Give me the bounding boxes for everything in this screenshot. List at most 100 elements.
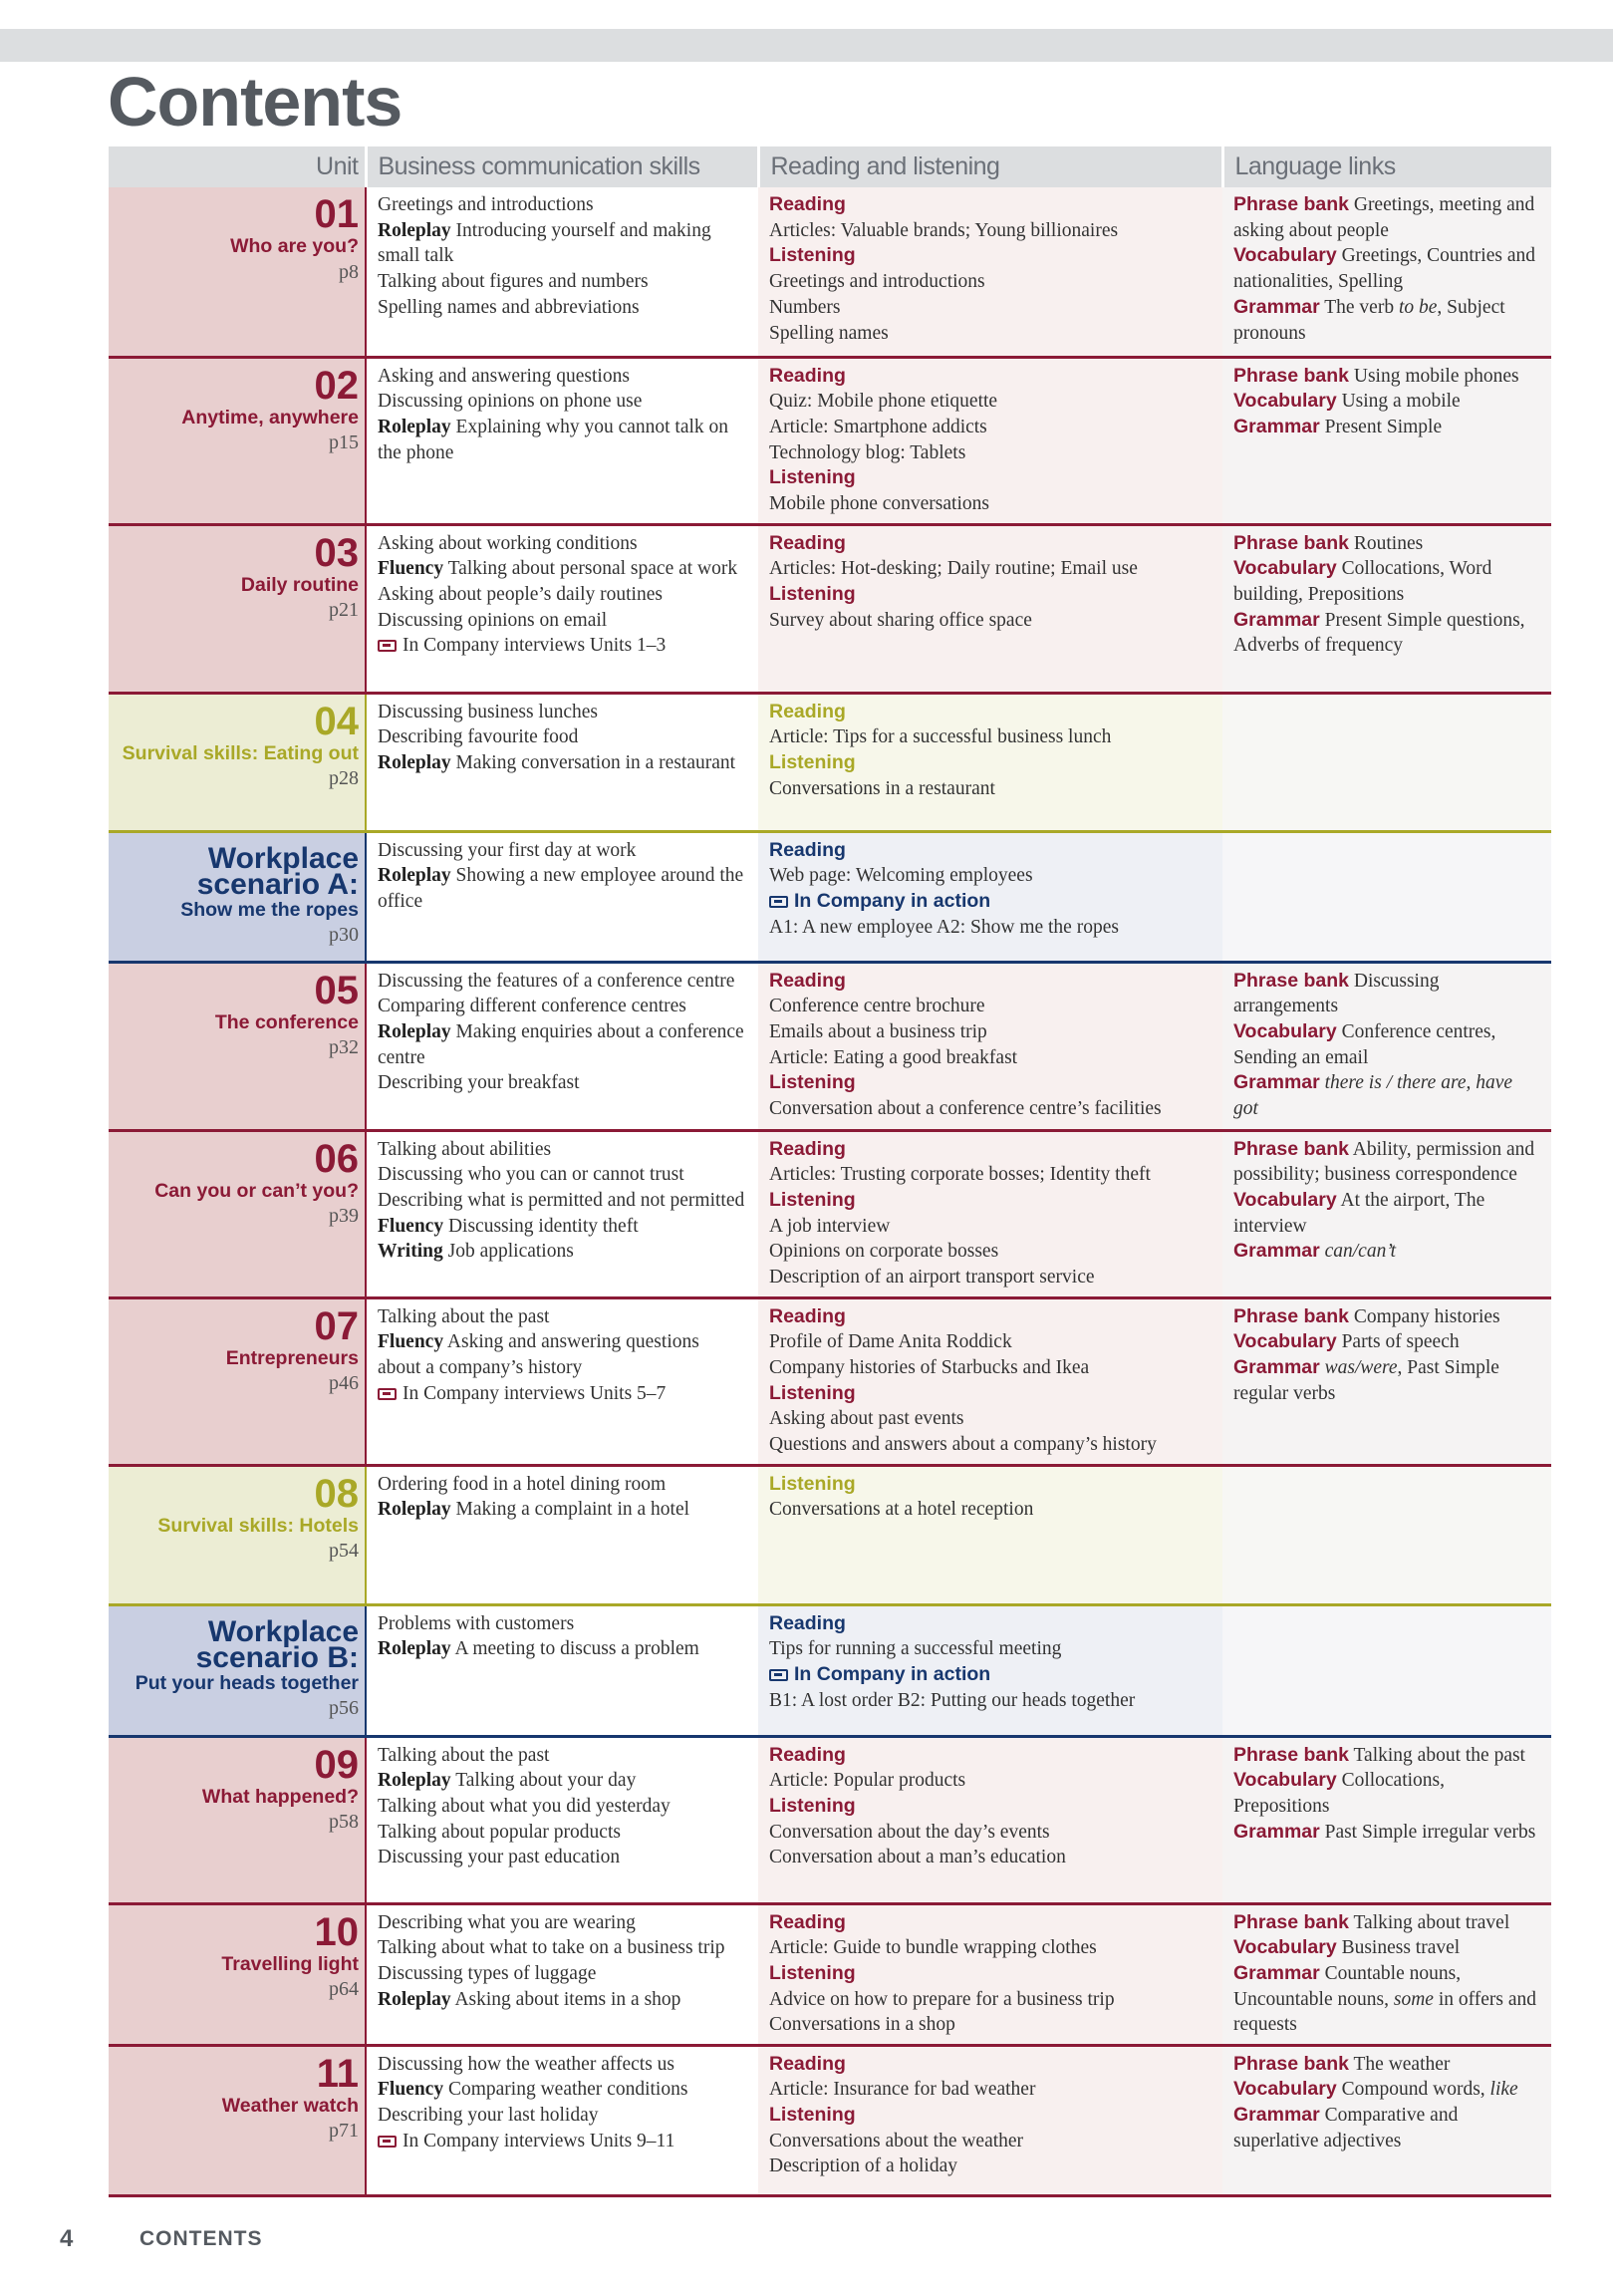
reading-item: Description of an airport transport serv… xyxy=(769,1265,1211,1291)
section-label: Vocabulary xyxy=(1233,1019,1337,1042)
language-cell: Phrase bank Talking about the past Vocabu… xyxy=(1222,1736,1551,1903)
section-label: Listening xyxy=(769,1472,856,1495)
reading-item: Profile of Dame Anita Roddick xyxy=(769,1329,1211,1355)
reading-item: Listening xyxy=(769,1472,1211,1498)
unit-page: p8 xyxy=(339,260,359,283)
section-label: Listening xyxy=(769,1961,856,1984)
unit-title: Weather watch xyxy=(221,2094,359,2117)
item-text: Roleplay xyxy=(378,1638,451,1660)
language-cell xyxy=(1222,1604,1551,1736)
item-text: Fluency xyxy=(378,1331,444,1353)
unit-number: 05 xyxy=(314,968,360,1012)
section-label: Vocabulary xyxy=(1233,1188,1337,1211)
skills-cell: Discussing how the weather affects us Flu… xyxy=(366,2045,758,2195)
unit-row: Workplace scenario B: Put your heads toge… xyxy=(109,1604,1551,1736)
item-text: Describing your last holiday xyxy=(378,2104,599,2126)
item-text: Conversations in a restaurant xyxy=(769,777,995,799)
item-text: Collocations, Word building, Preposition… xyxy=(1233,558,1492,605)
reading-cell: Reading Conference centre brochure Emails … xyxy=(758,962,1222,1130)
reading-item: Opinions on corporate bosses xyxy=(769,1239,1211,1265)
skills-item: Discussing opinions on email xyxy=(378,608,747,634)
section-label: In Company in action xyxy=(794,1662,991,1685)
reading-item: Tips for running a successful meeting xyxy=(769,1636,1211,1662)
language-item: Vocabulary Collocations, Prepositions xyxy=(1233,1768,1540,1819)
item-text: In Company interviews Units 5–7 xyxy=(403,1382,667,1404)
unit-number: 11 xyxy=(316,2051,359,2096)
skills-item: In Company interviews Units 1–3 xyxy=(378,633,747,659)
item-text: Discussing arrangements xyxy=(1233,970,1440,1017)
item-text: Roleplay xyxy=(378,1499,451,1521)
section-label: Grammar xyxy=(1233,1961,1320,1984)
skills-item: Describing what you are wearing xyxy=(378,1910,747,1936)
reading-cell: Reading Articles: Hot-desking; Daily rout… xyxy=(758,524,1222,693)
reading-item: Article: Guide to bundle wrapping clothe… xyxy=(769,1935,1211,1961)
item-text: Routines xyxy=(1348,532,1424,554)
reading-item: Spelling names xyxy=(769,321,1211,347)
item-text: Spelling names and abbreviations xyxy=(378,296,640,318)
page-number: 4 xyxy=(60,2225,74,2252)
item-text: Talking about abilities xyxy=(378,1138,552,1160)
item-text: Discussing business lunches xyxy=(378,701,598,722)
language-item: Phrase bank Talking about the past xyxy=(1233,1743,1540,1769)
reading-item: Listening xyxy=(769,582,1211,608)
unit-title: Anytime, anywhere xyxy=(181,406,359,429)
skills-cell: Asking about working conditions Fluency T… xyxy=(366,524,758,693)
reading-item: Reading xyxy=(769,700,1211,725)
reading-item: Technology blog: Tablets xyxy=(769,440,1211,466)
unit-row: 09 What happened? p58 Talking about the pas… xyxy=(109,1736,1551,1903)
reading-cell: Reading Tips for running a successful mee… xyxy=(758,1604,1222,1736)
item-text: Greetings and introductions xyxy=(378,194,594,215)
skills-cell: Talking about the past Fluency Asking and… xyxy=(366,1297,758,1465)
item-text: B1: A lost order B2: Putting our heads t… xyxy=(769,1689,1136,1711)
skills-item: Roleplay Introducing yourself and making… xyxy=(378,218,747,269)
reading-cell: Reading Article: Tips for a successful bu… xyxy=(758,693,1222,831)
video-icon xyxy=(378,1387,397,1400)
item-text: Discussing your past education xyxy=(378,1847,621,1868)
skills-cell: Discussing your first day at work Rolepla… xyxy=(366,831,758,962)
item-text: Company histories of Starbucks and Ikea xyxy=(769,1356,1090,1378)
item-text: Discussing your first day at work xyxy=(378,839,637,861)
skills-item: Roleplay Explaining why you cannot talk … xyxy=(378,415,747,465)
item-text: Present Simple questions, Adverbs of fre… xyxy=(1233,609,1525,657)
skills-cell: Greetings and introductions Roleplay Intr… xyxy=(366,187,758,357)
language-cell: Phrase bank Discussing arrangements Vocab… xyxy=(1222,962,1551,1130)
reading-item: Description of a holiday xyxy=(769,2153,1211,2179)
reading-cell: Reading Articles: Trusting corporate boss… xyxy=(758,1130,1222,1297)
unit-number: 06 xyxy=(314,1136,360,1181)
unit-title: Travelling light xyxy=(221,1952,359,1975)
unit-page: p58 xyxy=(329,1811,359,1834)
unit-title: Who are you? xyxy=(230,235,359,257)
reading-cell: Listening Conversations at a hotel recept… xyxy=(758,1465,1222,1604)
unit-cell: 05 The conference p32 xyxy=(109,962,367,1130)
skills-item: Talking about figures and numbers xyxy=(378,269,747,295)
item-text: Emails about a business trip xyxy=(769,1020,987,1042)
item-text: was/were xyxy=(1324,1356,1398,1378)
unit-page: p21 xyxy=(329,599,359,622)
language-cell xyxy=(1222,831,1551,962)
section-label: Grammar xyxy=(1233,608,1320,631)
item-text: Article: Smartphone addicts xyxy=(769,416,987,437)
skills-cell: Talking about the past Roleplay Talking a… xyxy=(366,1736,758,1903)
language-cell xyxy=(1222,693,1551,831)
skills-item: Discussing the features of a conference … xyxy=(378,969,747,995)
item-text: Ability, permission and possibility; bus… xyxy=(1233,1138,1535,1186)
skills-item: Describing favourite food xyxy=(378,724,747,750)
section-label: Reading xyxy=(769,1611,846,1634)
item-text: Roleplay xyxy=(378,219,451,241)
item-text: Articles: Valuable brands; Young billion… xyxy=(769,219,1119,241)
reading-item: Listening xyxy=(769,2103,1211,2129)
skills-item: Comparing different conference centres xyxy=(378,994,747,1019)
item-text: Description of an airport transport serv… xyxy=(769,1267,1095,1289)
item-text: Conversations about the weather xyxy=(769,2130,1024,2152)
skills-item: Fluency Asking and answering questions a… xyxy=(378,1329,747,1380)
skills-item: Describing your last holiday xyxy=(378,2103,747,2129)
language-cell: Phrase bank Company histories Vocabulary … xyxy=(1222,1297,1551,1465)
section-label: Phrase bank xyxy=(1233,193,1349,215)
item-text: Introducing yourself and making small ta… xyxy=(378,219,711,267)
reading-item: A1: A new employee A2: Show me the ropes xyxy=(769,915,1211,941)
unit-cell: 09 What happened? p58 xyxy=(109,1736,367,1903)
skills-item: Discussing business lunches xyxy=(378,700,747,725)
reading-cell: Reading Quiz: Mobile phone etiquette Artic… xyxy=(758,357,1222,524)
reading-item: Reading xyxy=(769,364,1211,390)
item-text: Compound words, xyxy=(1336,2079,1490,2101)
